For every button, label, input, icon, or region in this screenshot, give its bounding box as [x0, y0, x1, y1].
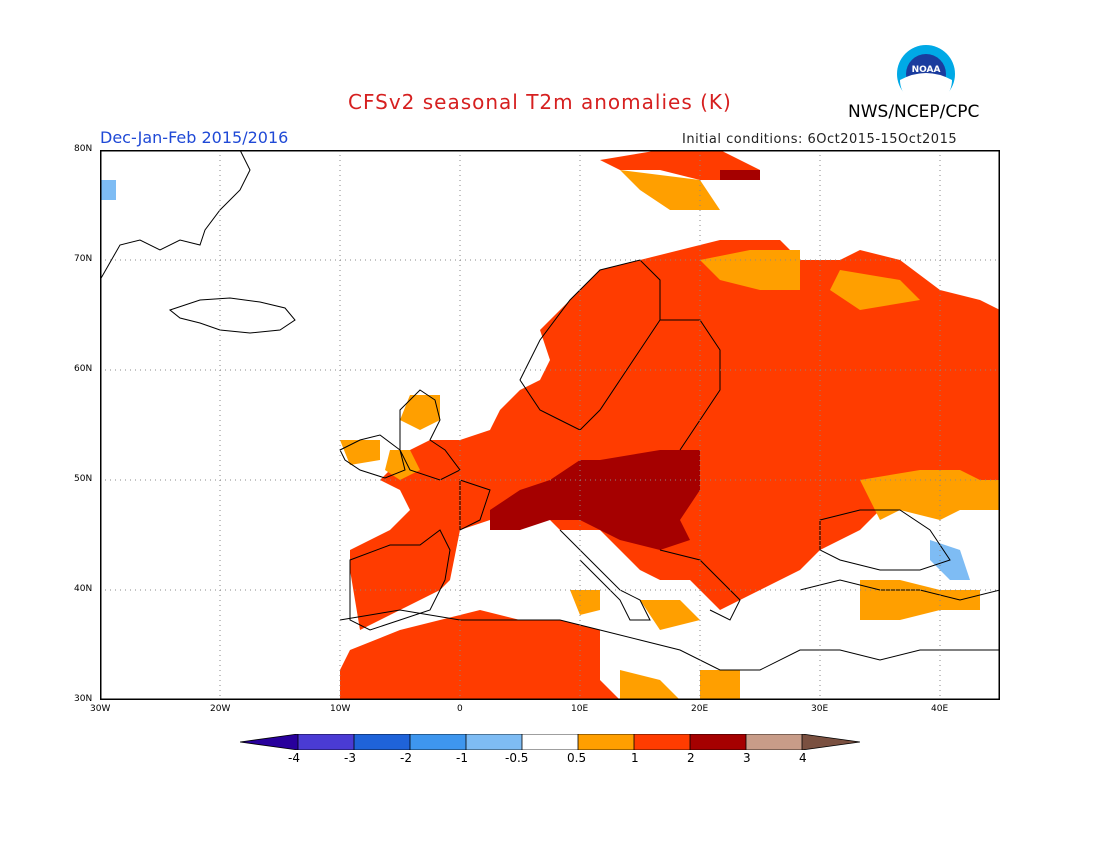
noaa-logo: NOAA: [897, 45, 955, 104]
colorbar-label: -2: [400, 751, 412, 765]
colorbar-swatch: [298, 734, 354, 750]
lat-tick: 30N: [74, 694, 93, 704]
colorbar-label: -4: [288, 751, 300, 765]
lat-tick: 50N: [74, 474, 93, 484]
colorbar: [240, 734, 860, 750]
lat-tick: 80N: [74, 144, 93, 154]
colorbar-swatch: [354, 734, 410, 750]
lon-tick: 10E: [571, 704, 589, 714]
lon-tick: 40E: [931, 704, 949, 714]
agency-label: NWS/NCEP/CPC: [848, 102, 980, 122]
colorbar-swatch: [410, 734, 466, 750]
lon-tick: 20W: [210, 704, 231, 714]
colorbar-label: 4: [799, 751, 807, 765]
colorbar-swatch: [466, 734, 522, 750]
lat-tick: 40N: [74, 584, 93, 594]
colorbar-swatch: [746, 734, 802, 750]
logo-text: NOAA: [912, 65, 941, 75]
chart-title: CFSv2 seasonal T2m anomalies (K): [348, 90, 732, 114]
colorbar-label: -1: [456, 751, 468, 765]
lon-tick: 10W: [330, 704, 351, 714]
colorbar-label: 2: [687, 751, 695, 765]
initial-conditions-label: Initial conditions: 6Oct2015-15Oct2015: [682, 132, 958, 147]
colorbar-swatch: [578, 734, 634, 750]
graticule: [100, 150, 1000, 700]
colorbar-swatch: [522, 734, 578, 750]
lon-tick: 30W: [90, 704, 111, 714]
lat-tick: 70N: [74, 254, 93, 264]
colorbar-swatch: [634, 734, 690, 750]
colorbar-swatch: [802, 734, 860, 750]
map-frame: [100, 150, 1000, 700]
colorbar-label: -3: [344, 751, 356, 765]
colorbar-swatch: [240, 734, 298, 750]
lat-tick: 60N: [74, 364, 93, 374]
anomaly-band-2-3: [490, 170, 760, 550]
lon-tick: 0: [457, 704, 463, 714]
lon-tick: 30E: [811, 704, 829, 714]
colorbar-label: 0.5: [567, 751, 587, 765]
anomaly-map: [100, 150, 1000, 700]
colorbar-label: 3: [743, 751, 751, 765]
period-label: Dec-Jan-Feb 2015/2016: [100, 128, 289, 147]
lon-tick: 20E: [691, 704, 709, 714]
colorbar-swatch: [690, 734, 746, 750]
colorbar-label: -0.5: [505, 751, 529, 765]
colorbar-label: 1: [631, 751, 639, 765]
